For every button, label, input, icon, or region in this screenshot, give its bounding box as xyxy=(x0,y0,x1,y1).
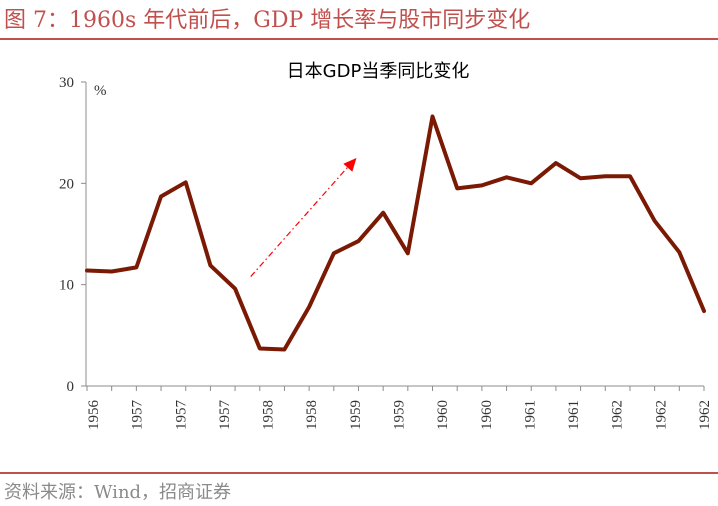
y-tick-label: 20 xyxy=(59,176,74,192)
figure-title: 图 7：1960s 年代前后，GDP 增长率与股市同步变化 xyxy=(4,8,531,33)
x-tick-label: 1962 xyxy=(610,400,626,430)
x-tick-label: 1957 xyxy=(130,400,146,431)
x-tick-label: 1960 xyxy=(479,400,495,430)
x-tick-label: 1962 xyxy=(697,400,713,430)
source-divider xyxy=(0,472,718,474)
x-tick-label: 1959 xyxy=(392,400,408,430)
title-divider xyxy=(0,38,718,40)
y-tick-label: 0 xyxy=(67,379,75,395)
x-tick-label: 1957 xyxy=(217,400,233,431)
x-tick-label: 1959 xyxy=(348,400,364,430)
y-tick-label: 10 xyxy=(59,278,74,294)
x-tick-label: 1958 xyxy=(261,400,277,430)
chart-title: 日本GDP当季同比变化 xyxy=(287,61,470,82)
trend-arrow-head xyxy=(343,158,357,172)
x-tick-label: 1962 xyxy=(653,400,669,430)
chart-marks xyxy=(85,114,706,352)
x-tick-label: 1960 xyxy=(435,400,451,430)
axes: 0 10 20 30 1956 1957 1957 1957 1958 1958 1959 1959 1… xyxy=(59,75,713,430)
x-tick-label: 1956 xyxy=(86,400,102,431)
y-tick-label: 30 xyxy=(59,75,74,91)
source-note: 资料来源：Wind，招商证券 xyxy=(4,482,232,503)
x-tick-label: 1961 xyxy=(566,400,582,430)
y-axis-unit-label: % xyxy=(94,83,107,99)
gdp-growth-series-line xyxy=(85,114,706,352)
x-tick-label: 1958 xyxy=(304,400,320,430)
x-tick-label: 1961 xyxy=(522,400,538,430)
trend-arrow-line xyxy=(250,163,351,277)
x-tick-label: 1957 xyxy=(173,400,189,431)
